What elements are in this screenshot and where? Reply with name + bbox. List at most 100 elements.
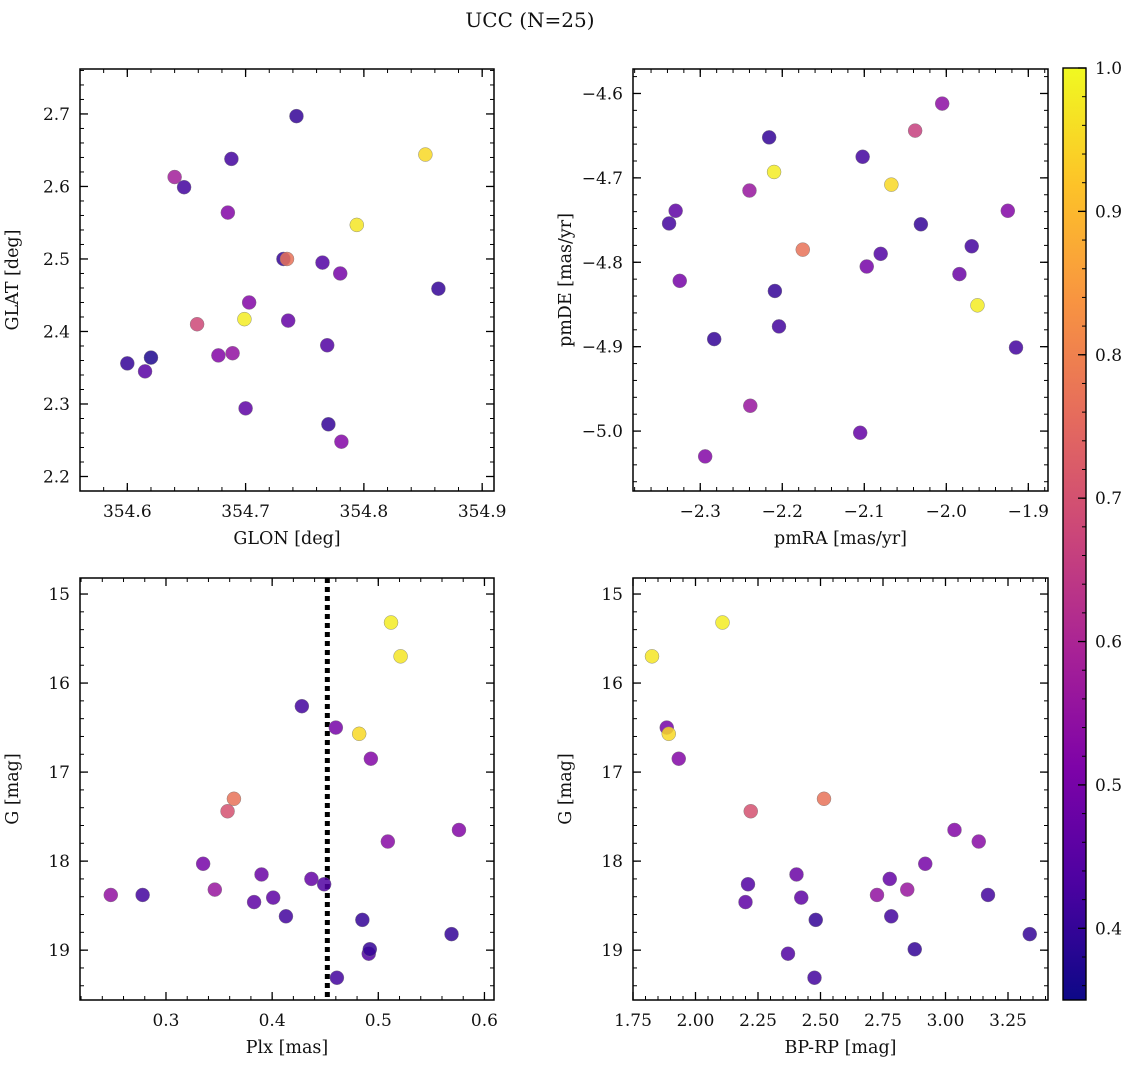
x-tick-label: 3.25 bbox=[989, 1011, 1027, 1031]
x-tick-label: 354.6 bbox=[103, 502, 152, 522]
scatter-point bbox=[859, 259, 874, 274]
scatter-point bbox=[334, 434, 349, 449]
scatter-point bbox=[869, 887, 885, 903]
y-tick-label: 2.2 bbox=[43, 467, 70, 487]
scatter-point bbox=[278, 909, 294, 924]
scatter-point bbox=[794, 890, 809, 905]
colorbar-gradient bbox=[1063, 68, 1086, 1000]
y-tick-label: −4.9 bbox=[582, 338, 623, 358]
scatter-point bbox=[808, 912, 823, 928]
x-axis-label: BP-RP [mag] bbox=[785, 1038, 897, 1058]
colorbar-tick-label: 0.5 bbox=[1095, 776, 1122, 796]
x-tick-label: 2.25 bbox=[739, 1011, 777, 1031]
scatter-point bbox=[661, 726, 676, 742]
y-tick-label: −4.6 bbox=[582, 84, 623, 104]
y-tick-label: 2.5 bbox=[43, 250, 70, 270]
scatter-point bbox=[761, 130, 777, 145]
scatter-point bbox=[668, 203, 683, 218]
scatter-panel-top-right: −2.3 −2.2 −2.1 −2.0 −1.9 −5.0 −4.9 −4.8 −4.7 −4.6… bbox=[556, 68, 1049, 549]
scatter-point bbox=[280, 313, 296, 328]
y-tick-label: −5.0 bbox=[582, 422, 623, 442]
plot-frame bbox=[632, 68, 1049, 492]
scatter-point bbox=[362, 942, 377, 957]
scatter-point bbox=[715, 615, 730, 630]
colorbar-tick-label: 0.7 bbox=[1095, 489, 1122, 509]
x-axis-label: GLON [deg] bbox=[233, 529, 340, 549]
scatter-point bbox=[320, 338, 335, 353]
scatter-point bbox=[742, 183, 757, 198]
scatter-point bbox=[211, 348, 226, 363]
scatter-point bbox=[315, 255, 330, 270]
x-tick-label: 2.00 bbox=[677, 1011, 715, 1031]
scatter-point bbox=[207, 882, 223, 897]
scatter-panel-bottom-left: 0.3 0.4 0.5 0.6 15 16 17 18 19 Plx [mas] G [mag] bbox=[3, 577, 498, 1058]
scatter-point bbox=[176, 179, 192, 195]
scatter-point bbox=[189, 317, 205, 332]
plot-frame bbox=[79, 68, 495, 492]
y-tick-label: 2.3 bbox=[43, 395, 70, 415]
scatter-point bbox=[855, 149, 870, 164]
x-tick-label: −1.9 bbox=[1008, 502, 1049, 522]
y-tick-label: 19 bbox=[601, 941, 623, 961]
scatter-point bbox=[120, 356, 135, 371]
scatter-point bbox=[952, 266, 967, 282]
x-tick-label: 0.4 bbox=[259, 1011, 286, 1031]
scatter-point bbox=[743, 804, 758, 819]
minor-ticks bbox=[80, 578, 494, 1000]
x-tick-label: 2.50 bbox=[802, 1011, 840, 1031]
scatter-point bbox=[780, 946, 796, 961]
scatter-point bbox=[226, 791, 242, 806]
colorbar-frame bbox=[1062, 67, 1087, 1001]
scatter-point bbox=[237, 311, 252, 327]
scatter-point bbox=[907, 123, 923, 138]
scatter-point bbox=[333, 266, 348, 281]
y-tick-label: 2.6 bbox=[43, 177, 70, 197]
scatter-point bbox=[740, 877, 756, 892]
x-tick-label: −2.0 bbox=[926, 502, 967, 522]
scatter-point bbox=[321, 417, 336, 432]
scatter-point bbox=[900, 882, 915, 897]
x-axis-label: Plx [mas] bbox=[246, 1038, 328, 1058]
x-tick-label: 2.75 bbox=[864, 1011, 902, 1031]
scatter-point bbox=[294, 699, 310, 714]
scatter-point bbox=[431, 281, 446, 296]
scatter-point bbox=[771, 319, 787, 334]
scatter-point bbox=[706, 331, 722, 347]
scatter-point bbox=[795, 242, 810, 257]
x-tick-label: 0.3 bbox=[152, 1011, 179, 1031]
scatter-points bbox=[120, 108, 446, 449]
y-tick-label: 17 bbox=[601, 763, 623, 783]
y-tick-label: 15 bbox=[601, 585, 623, 605]
scatter-point bbox=[266, 890, 281, 905]
scatter-point bbox=[884, 909, 899, 924]
scatter-point bbox=[220, 205, 236, 220]
scatter-panel-bottom-right: 1.75 2.00 2.25 2.50 2.75 3.00 3.25 15 16 17 18 19 BP… bbox=[556, 577, 1049, 1058]
scatter-point bbox=[224, 151, 239, 167]
scatter-point bbox=[355, 912, 370, 928]
scatter-point bbox=[964, 239, 979, 254]
scatter-point bbox=[289, 108, 304, 124]
x-tick-label: 1.75 bbox=[614, 1011, 652, 1031]
scatter-point bbox=[167, 169, 182, 185]
scatter-points bbox=[103, 615, 467, 985]
scatter-point bbox=[816, 791, 832, 806]
scatter-point bbox=[672, 273, 687, 289]
scatter-point bbox=[137, 364, 153, 379]
scatter-point bbox=[195, 856, 211, 871]
scatter-point bbox=[254, 867, 269, 882]
y-tick-label: 2.7 bbox=[43, 105, 70, 125]
scatter-point bbox=[328, 720, 344, 735]
plot-frame bbox=[632, 577, 1049, 1001]
y-axis-label: G [mag] bbox=[3, 753, 23, 824]
y-tick-label: −4.8 bbox=[582, 253, 623, 273]
y-tick-label: 16 bbox=[601, 674, 623, 694]
y-tick-label: 18 bbox=[48, 852, 70, 872]
x-tick-label: 0.6 bbox=[471, 1011, 498, 1031]
scatter-point bbox=[451, 822, 467, 838]
plot-frame bbox=[79, 577, 495, 1001]
x-axis-label: pmRA [mas/yr] bbox=[774, 529, 907, 549]
y-axis-label: G [mag] bbox=[556, 753, 576, 824]
y-axis-label: GLAT [deg] bbox=[3, 230, 23, 331]
scatter-point bbox=[380, 834, 396, 849]
scatter-point bbox=[884, 177, 899, 192]
